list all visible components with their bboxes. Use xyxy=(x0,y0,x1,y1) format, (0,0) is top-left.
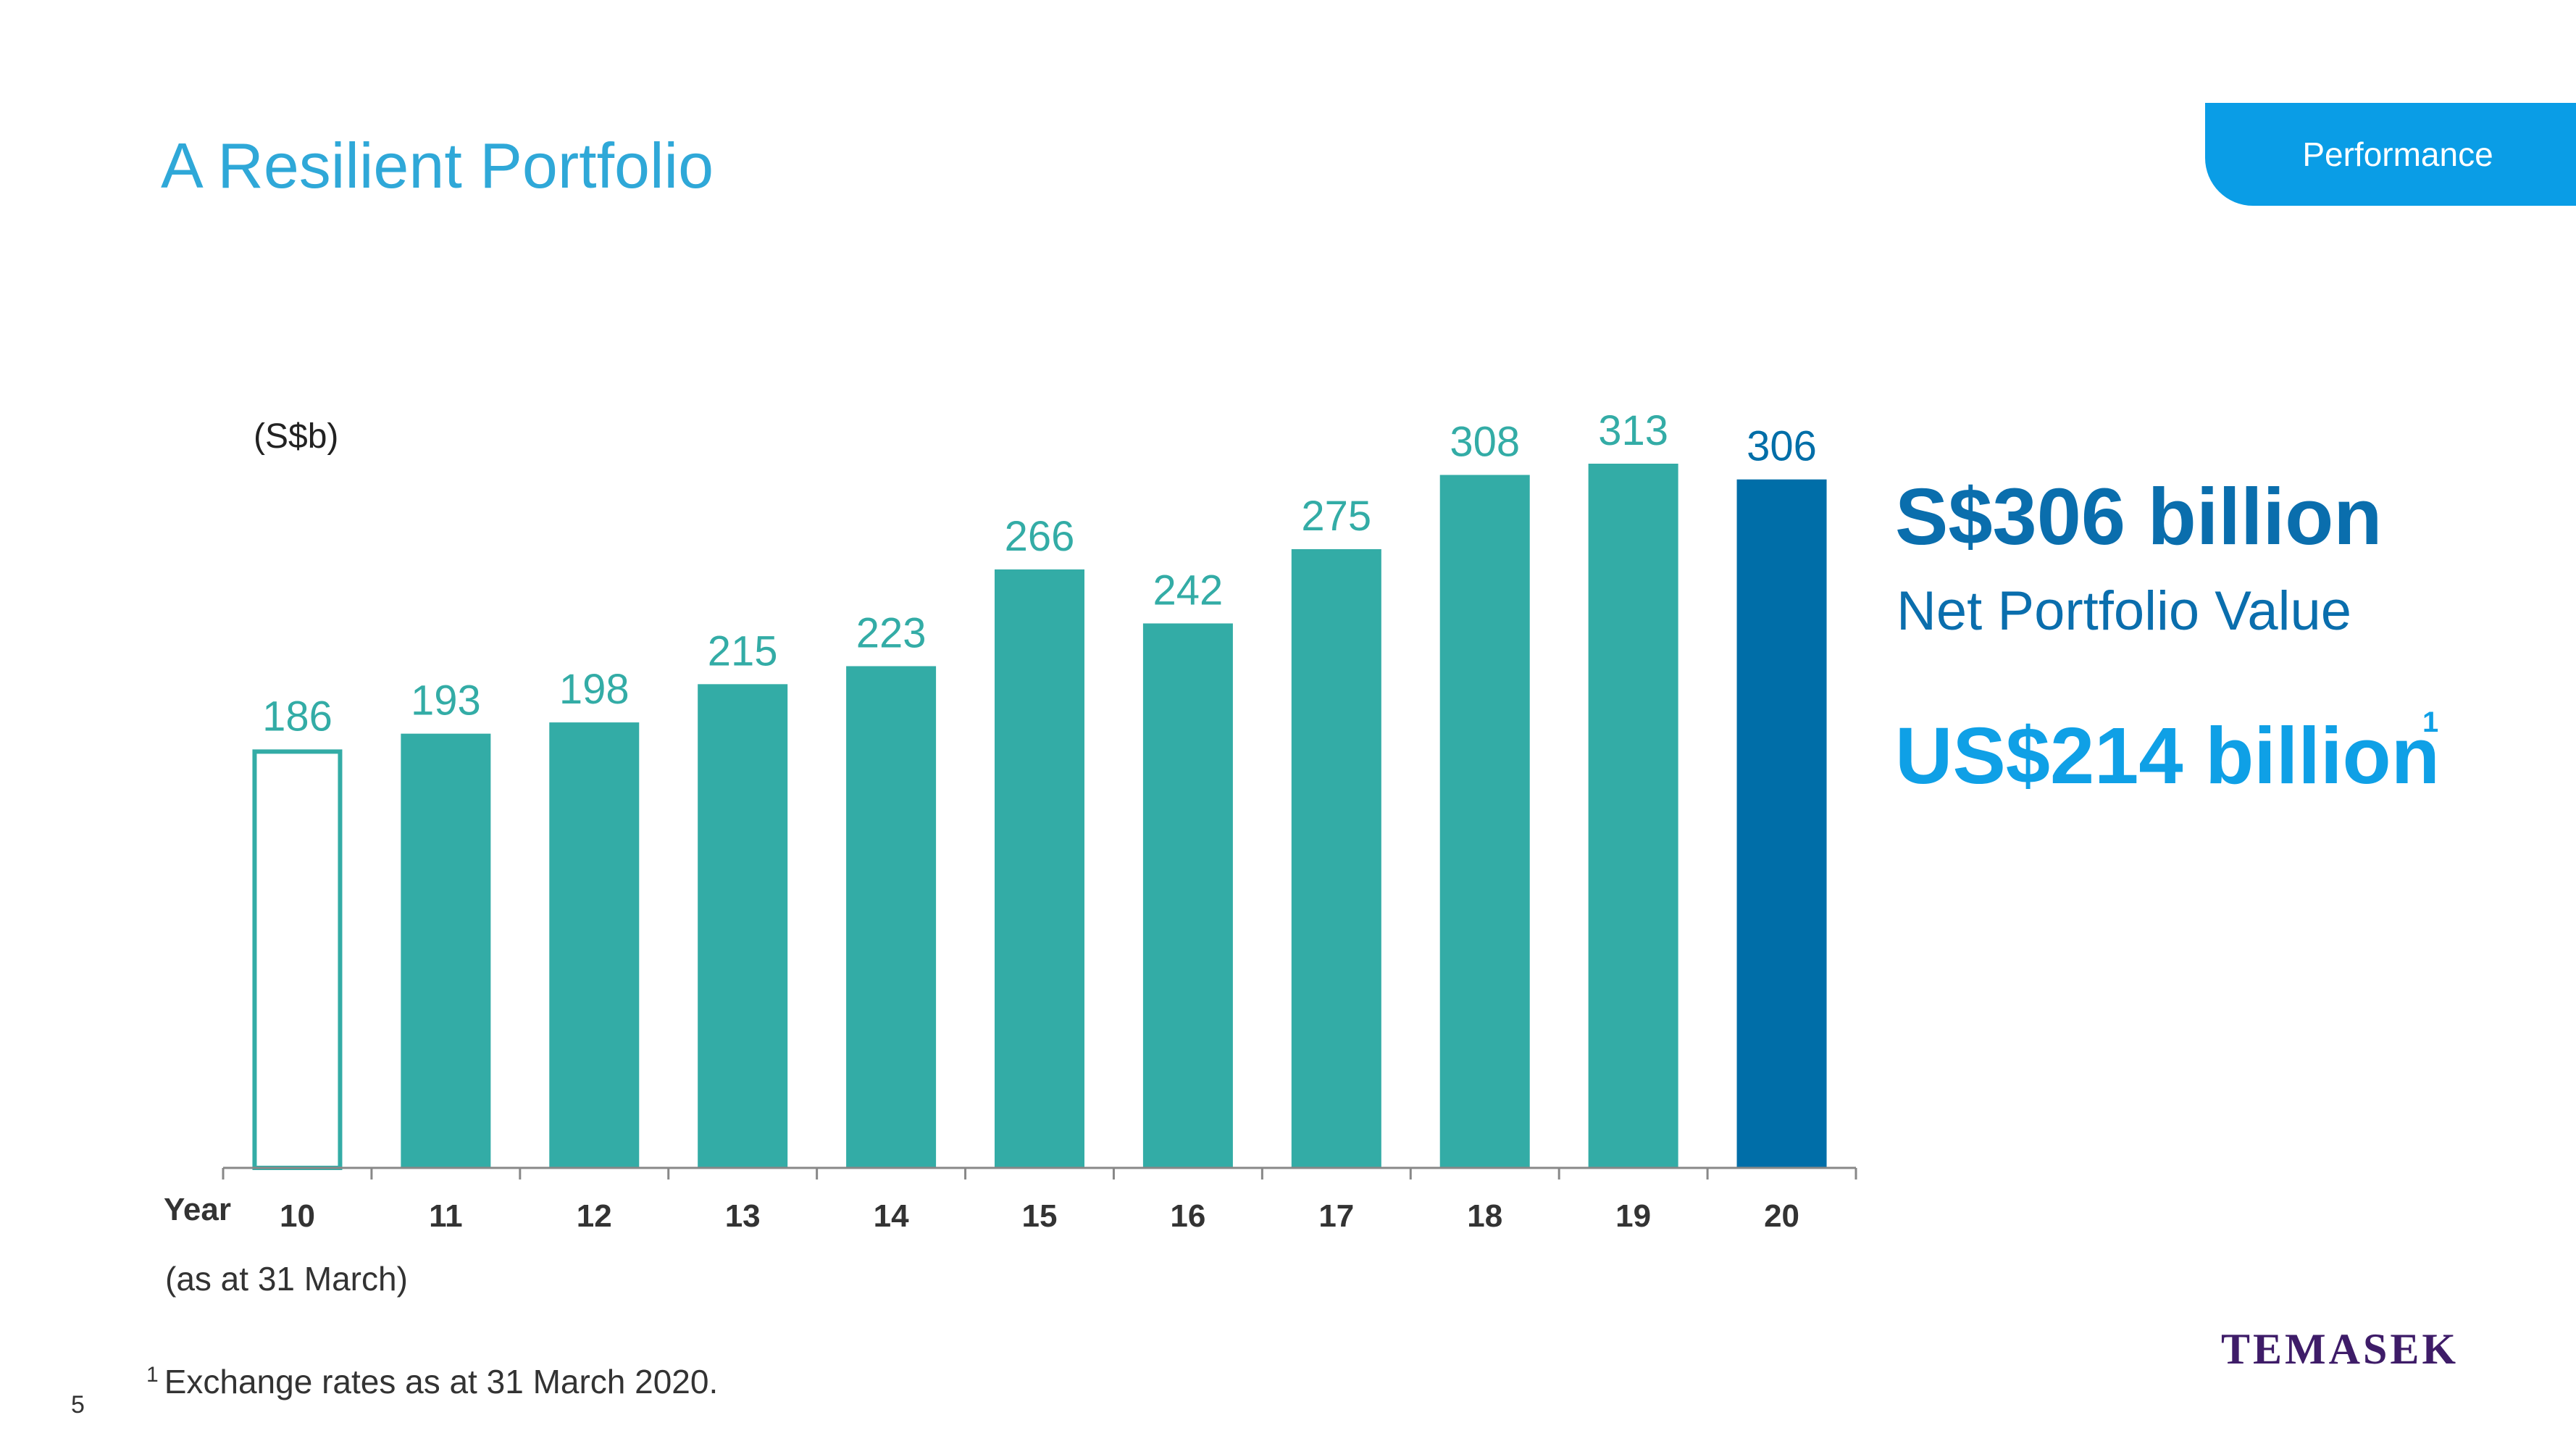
footnote-marker: 1 xyxy=(146,1362,159,1387)
data-label: 198 xyxy=(559,666,630,713)
x-tick-label: 16 xyxy=(1170,1198,1205,1234)
footnote: 1 Exchange rates as at 31 March 2020. xyxy=(146,1362,718,1401)
data-label: 215 xyxy=(708,627,778,675)
x-tick-label: 11 xyxy=(429,1198,463,1234)
section-tab-label: Performance xyxy=(2302,135,2493,173)
data-label: 242 xyxy=(1153,567,1224,614)
bar xyxy=(995,569,1084,1168)
usd-portfolio-value: US$214 billion xyxy=(1895,711,2440,801)
footnote-text: Exchange rates as at 31 March 2020. xyxy=(164,1363,719,1400)
x-tick-label: 15 xyxy=(1022,1198,1058,1234)
bar xyxy=(1439,475,1530,1168)
page-number: 5 xyxy=(71,1391,85,1419)
data-label: 266 xyxy=(1005,513,1075,560)
x-tick-label: 13 xyxy=(725,1198,761,1234)
data-label: 193 xyxy=(411,677,481,724)
section-tab[interactable]: Performance xyxy=(2205,103,2576,206)
temasek-logo: TEMASEK xyxy=(2221,1325,2459,1373)
bar xyxy=(252,749,343,1170)
chart-unit-label: (S$b) xyxy=(254,417,339,456)
data-label: 186 xyxy=(262,693,333,740)
bar xyxy=(698,684,788,1168)
x-tick-label: 14 xyxy=(874,1198,909,1234)
data-label: 306 xyxy=(1747,423,1817,470)
page-title: A Resilient Portfolio xyxy=(161,130,714,201)
data-label: 308 xyxy=(1450,419,1520,466)
x-tick-label: 18 xyxy=(1467,1198,1502,1234)
bar xyxy=(549,722,640,1168)
x-tick-label: 12 xyxy=(577,1198,612,1234)
bar xyxy=(846,666,937,1168)
x-axis-label: Year xyxy=(164,1192,231,1227)
x-tick-label: 19 xyxy=(1615,1198,1651,1234)
usd-footnote-marker: 1 xyxy=(2422,706,2439,738)
bar xyxy=(1142,623,1233,1168)
x-tick-label: 17 xyxy=(1318,1198,1354,1234)
data-label: 313 xyxy=(1598,407,1668,454)
data-label: 275 xyxy=(1301,493,1371,540)
sgd-portfolio-value: S$306 billion xyxy=(1895,472,2383,561)
x-tick-label: 10 xyxy=(280,1198,315,1234)
net-portfolio-caption: Net Portfolio Value xyxy=(1897,580,2352,642)
bar xyxy=(1588,464,1678,1168)
x-tick-label: 20 xyxy=(1764,1198,1799,1234)
bar xyxy=(401,733,491,1168)
x-axis-note: (as at 31 March) xyxy=(165,1260,408,1298)
bar xyxy=(1736,479,1827,1168)
bar xyxy=(1291,549,1381,1168)
data-label: 223 xyxy=(856,609,927,656)
